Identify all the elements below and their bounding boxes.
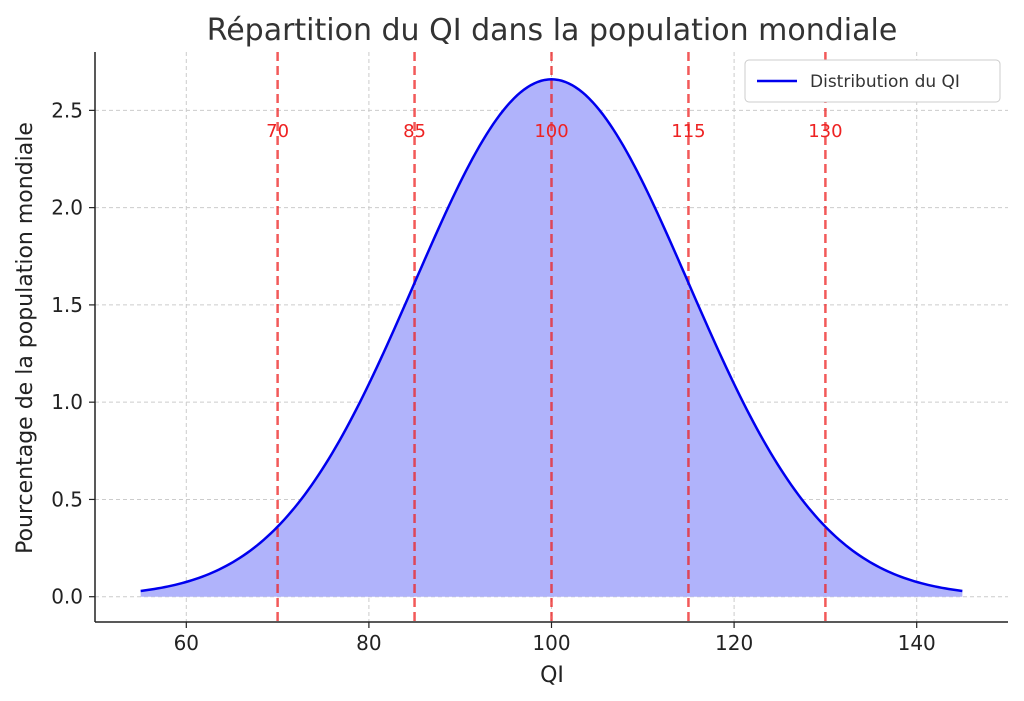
reference-line-label-100: 100 (534, 121, 568, 142)
legend: Distribution du QI (744, 59, 1001, 103)
y-tick-label-1.0: 1.0 (51, 390, 83, 414)
chart-title: Répartition du QI dans la population mon… (207, 13, 898, 48)
curve-layer (140, 78, 963, 593)
reference-line-label-130: 130 (808, 121, 842, 142)
reference-line-label-70: 70 (266, 121, 289, 142)
legend-label-distribution: Distribution du QI (810, 72, 960, 92)
y-axis-title: Pourcentage de la population mondiale (13, 122, 38, 554)
reference-line-label-85: 85 (403, 121, 426, 142)
legend-box (744, 59, 1001, 103)
y-tick-label-0.0: 0.0 (51, 585, 83, 609)
ticks: 60 80 100 120 140 0.0 0.5 1.0 1.5 2.0 2.5 (51, 98, 936, 655)
x-tick-label-100: 100 (532, 631, 570, 655)
y-tick-label-2.0: 2.0 (51, 196, 83, 220)
x-tick-label-120: 120 (715, 631, 753, 655)
x-tick-label-140: 140 (898, 631, 936, 655)
x-axis-title: QI (540, 663, 564, 688)
x-tick-label-80: 80 (356, 631, 381, 655)
y-tick-label-2.5: 2.5 (51, 98, 83, 122)
reference-lines: 70 85 100 115 130 (266, 52, 843, 622)
distribution-curve (140, 78, 963, 593)
y-tick-label-1.5: 1.5 (51, 293, 83, 317)
y-tick-label-0.5: 0.5 (51, 487, 83, 511)
reference-line-label-115: 115 (671, 121, 705, 142)
x-tick-label-60: 60 (174, 631, 199, 655)
